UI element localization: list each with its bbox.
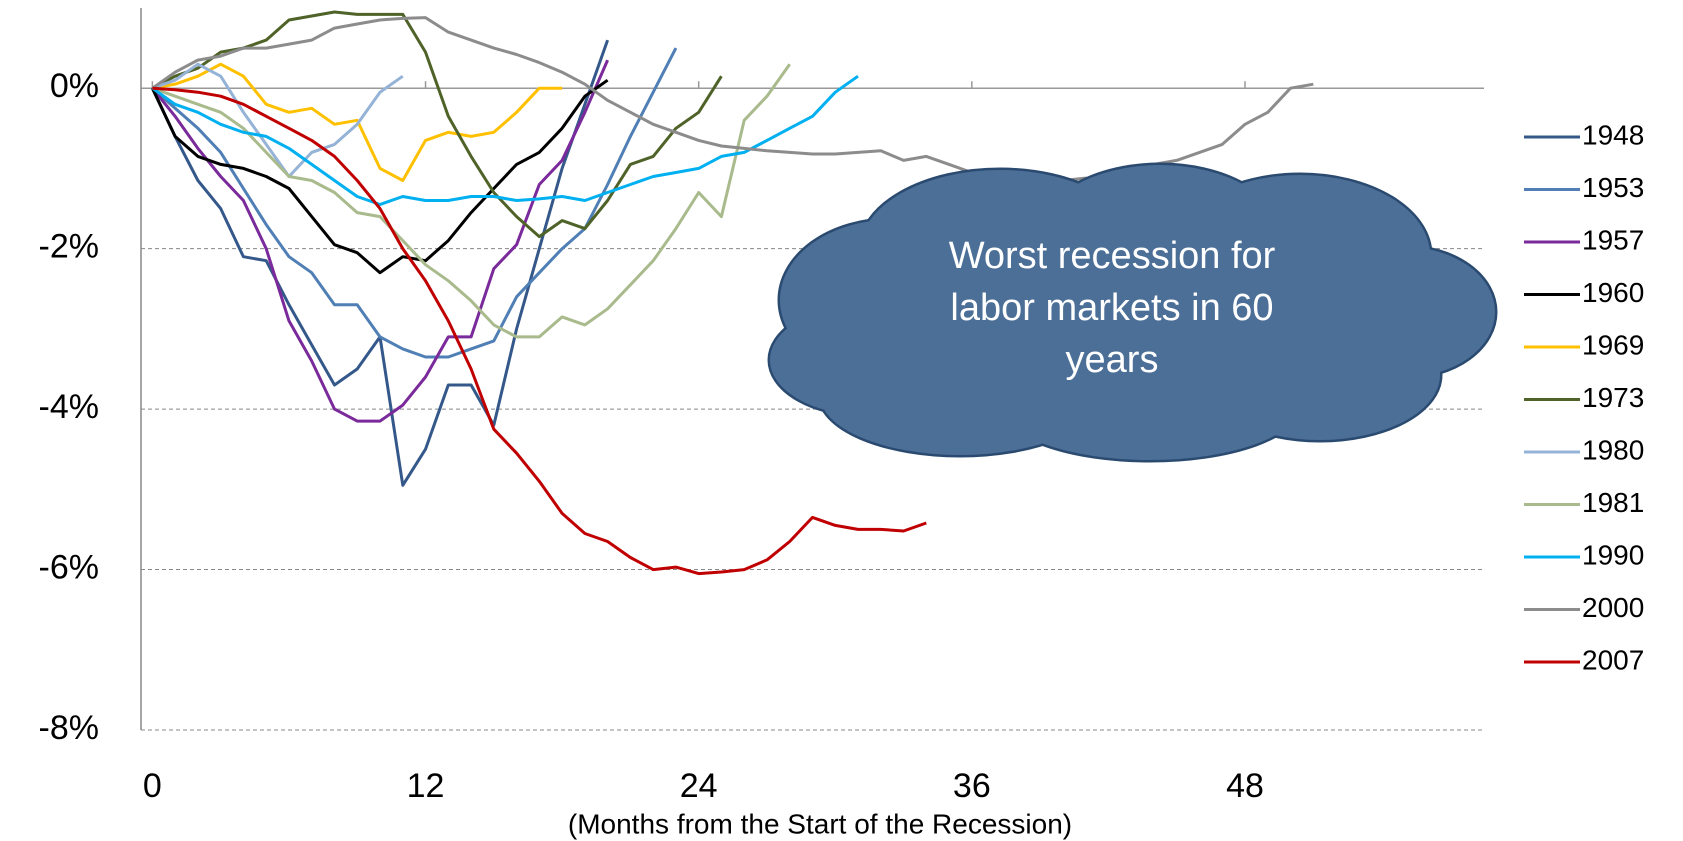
legend-label: 1981	[1582, 487, 1644, 518]
legend-label: 1969	[1582, 329, 1644, 360]
y-tick-label: 0%	[50, 67, 99, 105]
annotation-line: Worst recession for	[949, 235, 1276, 277]
x-tick-label: 24	[680, 767, 718, 805]
legend-label: 2000	[1582, 592, 1644, 623]
x-tick-label: 0	[143, 767, 162, 805]
y-tick-label: -4%	[39, 388, 99, 426]
x-tick-label: 36	[953, 767, 991, 805]
annotation-line: labor markets in 60	[950, 287, 1273, 329]
series-line	[151, 74, 859, 206]
legend-label: 2007	[1582, 644, 1644, 675]
series-line	[151, 63, 791, 339]
x-tick-label: 12	[407, 767, 445, 805]
series-line	[151, 59, 609, 423]
legend-label: 1948	[1582, 119, 1644, 150]
series-line	[151, 16, 1314, 182]
legend-label: 1960	[1582, 277, 1644, 308]
y-tick-label: -2%	[39, 228, 99, 266]
x-axis-label: (Months from the Start of the Recession)	[568, 808, 1072, 839]
series-line	[151, 62, 404, 178]
grid	[141, 81, 1484, 731]
plot-lines	[151, 10, 1314, 576]
series-line	[152, 62, 563, 182]
legend-label: 1973	[1582, 382, 1644, 413]
x-tick-label: 48	[1226, 767, 1264, 805]
series-line	[152, 86, 927, 576]
y-tick-label: -6%	[39, 549, 99, 587]
legend-label: 1957	[1582, 224, 1644, 255]
series-line	[151, 39, 610, 487]
y-tick-label: -8%	[39, 709, 99, 747]
annotation-line: years	[1066, 339, 1159, 381]
legend-label: 1953	[1582, 172, 1644, 203]
series-line	[151, 47, 678, 359]
legend-label: 1990	[1582, 539, 1644, 570]
series-line	[151, 78, 609, 275]
legend-label: 1980	[1582, 434, 1644, 465]
